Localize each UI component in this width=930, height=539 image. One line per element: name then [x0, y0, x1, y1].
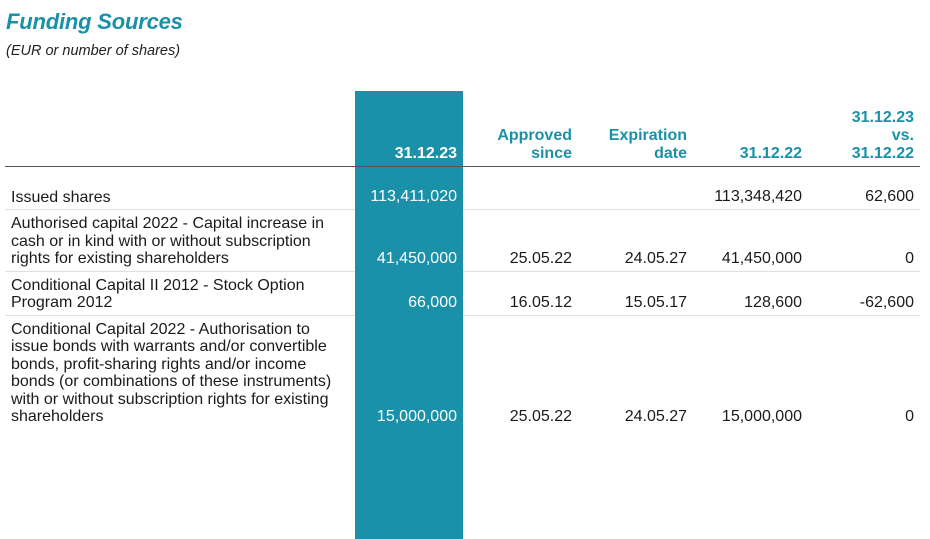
- row-label: Issued shares: [5, 183, 355, 210]
- cell-approved: 25.05.22: [463, 209, 578, 272]
- cell-expiration: 24.05.27: [578, 209, 693, 272]
- cell-prior: 128,600: [693, 271, 808, 316]
- cell-prior: 41,450,000: [693, 209, 808, 272]
- cell-expiration: 24.05.27: [624, 407, 687, 425]
- page-subtitle: (EUR or number of shares): [6, 43, 181, 59]
- row-label: Conditional Capital 2022 - Authorisation…: [11, 320, 332, 426]
- cell-change: 0: [808, 209, 920, 272]
- cell-current: 41,450,000: [355, 209, 463, 272]
- cell-prior: 15,000,000: [721, 407, 802, 425]
- header-label: [5, 91, 355, 167]
- cell-expiration: 15.05.17: [578, 271, 693, 316]
- header-prior-year: 31.12.22: [693, 91, 808, 167]
- header-current-year: 31.12.23: [355, 91, 463, 167]
- header-approved-since: Approved since: [463, 91, 578, 167]
- row-label: Conditional Capital II 2012 - Stock Opti…: [5, 271, 355, 316]
- cell-expiration: [578, 183, 693, 210]
- table-row: Authorised capital 2022 - Capital increa…: [5, 209, 920, 272]
- table-row: Issued shares 113,411,020 113,348,420 62…: [5, 183, 920, 210]
- cell-change: 0: [905, 407, 914, 425]
- header-change: 31.12.23 vs. 31.12.22: [808, 91, 920, 167]
- table-row: Conditional Capital 2022 - Authorisation…: [5, 315, 920, 429]
- cell-change: -62,600: [808, 271, 920, 316]
- spacer-row: [5, 167, 920, 184]
- cell-current: 66,000: [355, 271, 463, 316]
- table-row: Conditional Capital II 2012 - Stock Opti…: [5, 271, 920, 316]
- cell-current: 15,000,000: [376, 407, 457, 425]
- cell-approved: 16.05.12: [463, 271, 578, 316]
- header-expiration-date: Expiration date: [578, 91, 693, 167]
- cell-current: 113,411,020: [355, 183, 463, 210]
- table-header-row: 31.12.23 Approved since Expiration date …: [5, 91, 920, 167]
- row-label: Authorised capital 2022 - Capital increa…: [5, 209, 355, 272]
- funding-sources-table: 31.12.23 Approved since Expiration date …: [5, 91, 920, 429]
- cell-prior: 113,348,420: [693, 183, 808, 210]
- cell-approved: [463, 183, 578, 210]
- cell-approved: 25.05.22: [509, 407, 572, 425]
- page-title: Funding Sources: [6, 9, 183, 34]
- cell-change: 62,600: [808, 183, 920, 210]
